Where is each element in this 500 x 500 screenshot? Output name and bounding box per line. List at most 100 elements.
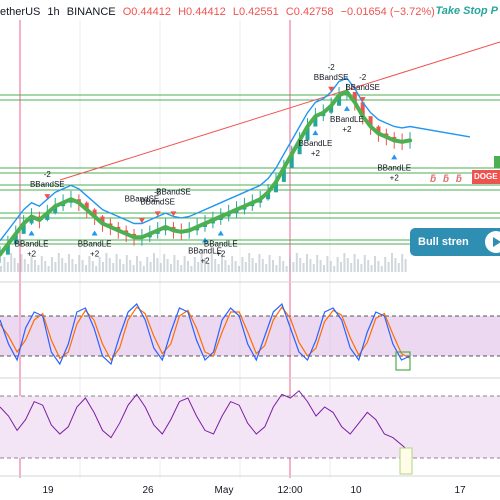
x-tick-label: 26 [142,485,154,496]
x-tick-label: 17 [454,485,466,496]
volume-bar [275,265,278,272]
volume-bar [190,266,193,272]
volume-bar [340,262,342,272]
volume-bar [326,256,329,272]
volume-bar [248,253,251,272]
signal-sublabel: BBandSE [345,83,380,92]
volume-bar [295,253,298,272]
volume-bar [112,263,115,272]
volume-bar [122,264,125,272]
volume-bar [289,257,291,272]
volume-bar [6,262,9,272]
signal-sublabel: BBandSE [30,180,65,189]
volume-bar [119,259,121,272]
volume-bar [10,253,13,272]
price-tag: DOGE [472,170,500,184]
candle-body [5,244,10,255]
volume-bar [278,256,281,272]
volume-bar [333,266,336,272]
volume-bar [81,260,84,272]
candle-body [297,140,302,155]
candle-body [313,116,318,127]
signal-label: -2 [359,73,367,82]
signal-sublabel: +2 [390,173,400,182]
volume-bar [95,266,98,272]
volume-bar [85,265,87,272]
candle-body [281,168,286,182]
signal-sublabel: +2 [311,149,321,158]
stoch-band [0,316,500,356]
volume-bar [180,265,183,272]
stoch-k-line [0,302,411,366]
candle-body [21,223,26,234]
buy-arrow [28,230,35,236]
buy-arrow [217,230,224,236]
volume-bar [204,258,206,272]
sell-arrow [44,194,51,200]
symbol-label[interactable]: etherUS [0,6,41,18]
candle-body [352,91,357,103]
volume-bar [125,255,128,272]
volume-bar [187,261,189,272]
candle-body [45,213,50,220]
volume-bar [146,257,149,272]
volume-bar [0,266,2,272]
volume-bar [404,259,407,272]
volume-bar [265,264,268,272]
volume-bar [316,255,319,272]
volume-bar [391,253,393,272]
signal-label: BBandLE [298,139,332,148]
signal-label: BBandLE [377,163,411,172]
volume-bar [132,265,135,272]
close-value: C0.42758 [285,6,334,18]
volume-bar [323,265,325,272]
take-stop-label: Take Stop P [435,5,498,17]
volume-bar [384,257,387,272]
play-icon[interactable] [485,231,500,253]
volume-bar [88,256,91,272]
candle-body [13,233,18,245]
buy-arrow [312,130,319,136]
volume-bar [176,260,179,272]
volume-bar [234,261,237,272]
high-value: H0.44412 [178,6,226,18]
volume-bar [241,257,244,272]
candle-body [92,209,97,217]
buy-arrow [202,237,208,243]
interval-label[interactable]: 1h [47,6,60,18]
volume-bar [282,261,285,272]
volume-bar [380,266,383,272]
volume-bar [193,257,196,272]
signal-label: BBandLE [330,115,364,124]
candle-body [329,105,334,113]
bull-strength-badge[interactable]: Bull stren [410,228,500,256]
volume-bar [319,260,322,272]
volume-bar [37,265,40,272]
candle-body [337,95,342,106]
volume-bar [91,261,94,272]
volume-bar [61,258,64,272]
volume-bar [377,261,380,272]
volume-bar [200,253,203,272]
volume-bar [261,259,264,272]
exchange-label: BINANCE [66,6,116,18]
sell-arrow [359,97,366,103]
volume-bar [292,262,295,272]
sell-arrow [138,218,145,224]
volume-bar [129,260,132,272]
volume-bar [78,255,81,272]
volume-bar [214,259,217,272]
volume-bar [108,258,111,272]
volume-bar [197,262,200,272]
candle-body [266,192,271,200]
volume-bar [309,259,312,272]
volume-bar [210,254,213,272]
change-value: −0.01654 (−3.72%) [340,6,435,18]
volume-bar [64,263,67,272]
sell-arrow [154,211,161,217]
volume-bar [163,254,166,272]
volume-bar [285,266,288,272]
volume-bar [68,254,70,272]
candle-body [84,202,89,210]
